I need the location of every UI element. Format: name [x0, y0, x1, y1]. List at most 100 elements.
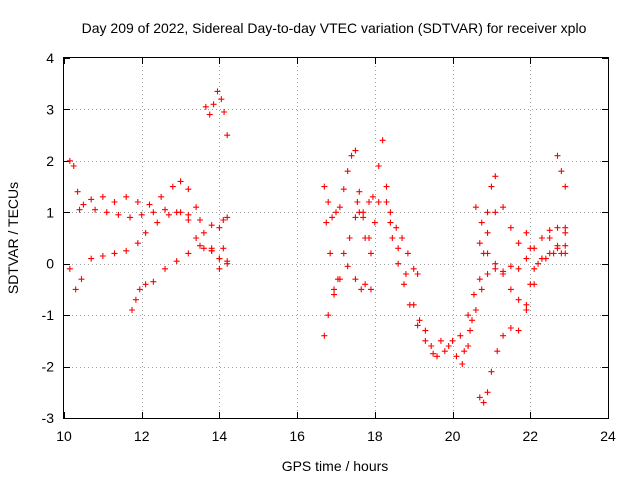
series-track-h [323, 209, 374, 293]
data-point [111, 199, 118, 205]
data-point [410, 301, 417, 308]
x-tick-label: 10 [56, 428, 72, 444]
data-point [470, 291, 477, 298]
data-point [224, 132, 231, 139]
data-point [80, 201, 87, 208]
data-point [393, 224, 400, 231]
data-point [375, 199, 382, 205]
data-point [371, 219, 378, 226]
data-point [484, 229, 491, 236]
data-point [484, 271, 491, 277]
data-point [461, 348, 468, 355]
data-point [523, 255, 530, 262]
y-axis-label: SDTVAR / TECUs [5, 182, 21, 294]
data-point [193, 204, 200, 211]
data-point [352, 147, 359, 154]
data-point [523, 307, 530, 313]
data-point [478, 286, 485, 293]
data-point [414, 322, 421, 329]
data-point [218, 96, 225, 103]
data-point [515, 265, 522, 272]
data-point [546, 235, 553, 241]
data-point [437, 337, 444, 344]
data-point [142, 229, 149, 236]
axis-ticks [64, 58, 609, 419]
data-point [169, 183, 176, 190]
data-point [488, 368, 495, 375]
data-point [99, 193, 106, 200]
data-point [402, 271, 409, 277]
series-track-a [66, 157, 231, 231]
data-point [216, 265, 223, 272]
data-point [367, 250, 374, 257]
data-point [185, 211, 192, 218]
data-point [404, 250, 411, 257]
data-point [92, 206, 99, 213]
data-point [478, 219, 485, 226]
series-track-e [202, 88, 231, 139]
data-point [449, 337, 456, 344]
data-point [193, 235, 200, 241]
data-point [434, 353, 441, 360]
data-point [348, 152, 355, 159]
data-point [331, 291, 338, 298]
data-point [220, 217, 227, 223]
data-point [356, 188, 363, 195]
data-point [197, 217, 203, 223]
data-point [366, 199, 373, 205]
data-point [492, 260, 499, 267]
data-point [206, 111, 213, 118]
data-point [550, 250, 557, 257]
data-point [562, 250, 569, 257]
data-point [558, 168, 565, 175]
data-point [500, 204, 507, 211]
data-point [200, 245, 207, 252]
data-point [472, 307, 479, 313]
data-point [352, 214, 359, 221]
data-point [150, 209, 157, 216]
series-track-n [472, 204, 569, 267]
data-point [210, 101, 217, 108]
data-point [115, 211, 122, 218]
data-point [78, 276, 85, 283]
y-tick-labels: -3 -2 -1 0 1 2 3 4 [42, 50, 55, 426]
x-tick-labels: 10 12 14 16 18 20 22 24 [56, 428, 616, 444]
x-tick-label: 14 [212, 428, 228, 444]
data-point [515, 327, 522, 334]
series-track-g [321, 147, 373, 241]
data-point [134, 199, 141, 205]
x-tick-label: 18 [367, 428, 383, 444]
data-point [531, 265, 538, 272]
data-point [531, 281, 538, 288]
x-tick-label: 12 [134, 428, 150, 444]
data-point [360, 214, 367, 221]
data-point [336, 204, 343, 211]
data-point [430, 350, 437, 357]
series-track-l [461, 224, 569, 355]
data-point [123, 193, 130, 200]
series-track-d [129, 242, 231, 313]
data-point [333, 209, 339, 216]
data-point [323, 219, 330, 226]
data-point [472, 204, 479, 211]
data-point [127, 214, 134, 221]
data-point [507, 286, 514, 293]
data-point [507, 263, 514, 270]
data-point [484, 250, 491, 257]
data-point [387, 219, 394, 226]
data-point [352, 276, 359, 283]
data-point [132, 296, 139, 303]
grid-lines [64, 58, 608, 418]
data-point [422, 327, 429, 334]
data-point [208, 247, 215, 254]
data-point [484, 389, 491, 396]
data-point [441, 348, 448, 355]
data-point [538, 235, 545, 241]
data-point [340, 186, 347, 193]
data-point [410, 265, 417, 272]
data-point [476, 394, 483, 401]
y-tick-label: -1 [42, 307, 55, 323]
data-point [111, 250, 118, 257]
data-point [469, 317, 475, 324]
data-point [515, 240, 522, 247]
